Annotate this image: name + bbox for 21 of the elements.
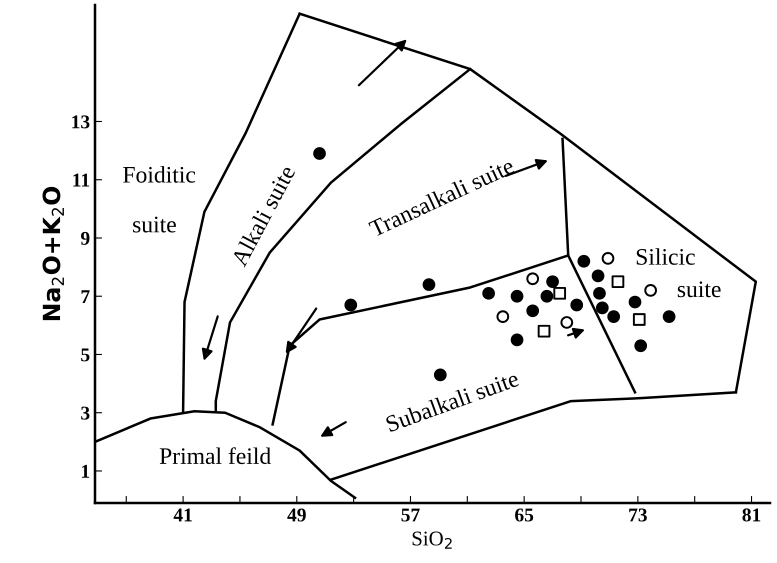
annotation: Foiditic (123, 166, 196, 183)
annotation: Primal feild (160, 447, 271, 464)
y-tick-label: 9 (80, 232, 90, 245)
annotation: Alkali suite (230, 164, 296, 268)
x-tick-label: 65 (515, 508, 534, 522)
y-axis-title: Na$_{2}$O+K$_{2}$O (42, 186, 64, 320)
x-tick-label: 41 (174, 508, 192, 522)
x-tick-label: 57 (402, 508, 420, 522)
annotation: Silicic (636, 248, 695, 265)
y-tick-label: 3 (81, 406, 90, 420)
y-tick-label: 5 (81, 348, 90, 362)
y-tick-label: 11 (73, 174, 90, 186)
y-tick-label: 7 (82, 290, 90, 303)
x-tick-label: 49 (287, 508, 306, 522)
annotation: suite (133, 216, 176, 233)
y-tick-label: 13 (72, 115, 90, 128)
x-axis-title: SiO$_{2}$ (412, 532, 452, 549)
y-tick-label: 1 (82, 464, 90, 478)
x-tick-label: 73 (629, 508, 647, 522)
annotation: suite (678, 281, 721, 298)
x-tick-label: 81 (742, 508, 760, 522)
